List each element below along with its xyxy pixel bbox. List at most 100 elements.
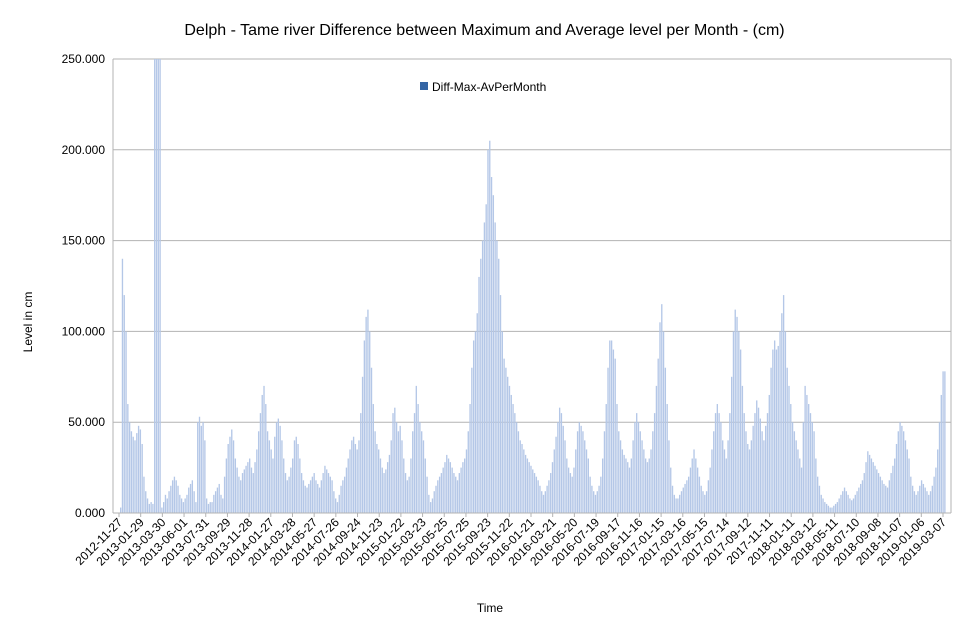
bar — [512, 404, 514, 513]
bar — [379, 458, 382, 513]
bar — [125, 331, 127, 513]
bar — [696, 467, 699, 513]
bar — [503, 358, 505, 513]
bar — [797, 449, 799, 513]
bar — [867, 451, 869, 513]
bar — [566, 458, 568, 513]
bar — [784, 331, 787, 513]
bar — [342, 480, 344, 513]
bar — [598, 485, 600, 513]
bar — [397, 431, 400, 513]
bar — [161, 507, 163, 513]
bar — [707, 480, 710, 513]
bar — [860, 483, 862, 513]
bar — [455, 476, 457, 513]
bar — [290, 467, 292, 513]
bar — [843, 487, 846, 513]
bar — [901, 425, 903, 513]
bar — [395, 422, 398, 513]
bar — [369, 331, 371, 513]
bar — [892, 465, 894, 513]
bar — [679, 494, 681, 513]
bar — [575, 449, 577, 513]
bar — [858, 487, 860, 513]
bar — [915, 494, 917, 513]
bar — [872, 462, 874, 513]
bar — [591, 485, 593, 513]
bar — [245, 465, 247, 513]
bar — [623, 454, 625, 513]
bar — [481, 240, 484, 513]
bar — [127, 404, 129, 513]
bar — [447, 458, 450, 513]
bar — [627, 462, 629, 513]
bar — [550, 473, 552, 513]
bar — [739, 349, 742, 513]
bar — [646, 462, 649, 513]
bar — [659, 322, 661, 513]
bar — [578, 422, 581, 513]
bar — [738, 331, 740, 513]
bar — [603, 431, 606, 513]
bar — [911, 485, 914, 513]
bar — [908, 458, 910, 513]
bar — [304, 485, 306, 513]
bar — [596, 491, 598, 513]
bar — [680, 491, 683, 513]
bar — [134, 440, 136, 513]
bar — [209, 502, 211, 513]
bar — [910, 476, 912, 513]
bar — [524, 454, 527, 513]
bar — [417, 404, 419, 513]
bar — [275, 422, 278, 513]
bar — [562, 425, 564, 513]
bar — [241, 473, 244, 513]
bar — [128, 422, 131, 513]
bar — [940, 394, 942, 513]
bar — [460, 467, 462, 513]
bar — [211, 502, 213, 513]
bar — [514, 413, 516, 513]
bar — [750, 440, 753, 513]
bar — [247, 462, 249, 513]
bar — [180, 498, 183, 513]
axes — [112, 59, 952, 514]
bar — [825, 503, 828, 513]
bar — [639, 431, 641, 513]
bar — [818, 485, 821, 513]
bar — [555, 436, 557, 513]
bar — [370, 367, 373, 513]
bar — [464, 458, 466, 513]
bar — [498, 258, 500, 513]
bar — [600, 476, 602, 513]
bar — [734, 309, 736, 513]
bar — [130, 431, 133, 513]
bar — [763, 440, 765, 513]
bar — [338, 494, 340, 513]
bar — [944, 371, 946, 513]
bar — [254, 462, 256, 513]
bar — [922, 483, 925, 513]
bar — [720, 422, 722, 513]
bar — [682, 487, 684, 513]
bar — [232, 440, 235, 513]
legend-label: Diff-Max-AvPerMonth — [432, 80, 546, 94]
bar — [730, 376, 733, 513]
y-tick-label: 0.000 — [75, 506, 105, 520]
bar — [754, 413, 756, 513]
bar — [732, 331, 735, 513]
bar — [791, 422, 794, 513]
bar — [637, 422, 640, 513]
bar — [517, 431, 520, 513]
bar — [847, 494, 849, 513]
bar — [197, 422, 199, 513]
bar — [765, 425, 767, 513]
bar — [428, 494, 430, 513]
legend-swatch — [420, 82, 428, 90]
bar — [700, 485, 702, 513]
bar — [691, 458, 693, 513]
bar — [662, 331, 665, 513]
bar — [173, 476, 176, 513]
bar — [607, 367, 609, 513]
bar — [320, 480, 323, 513]
